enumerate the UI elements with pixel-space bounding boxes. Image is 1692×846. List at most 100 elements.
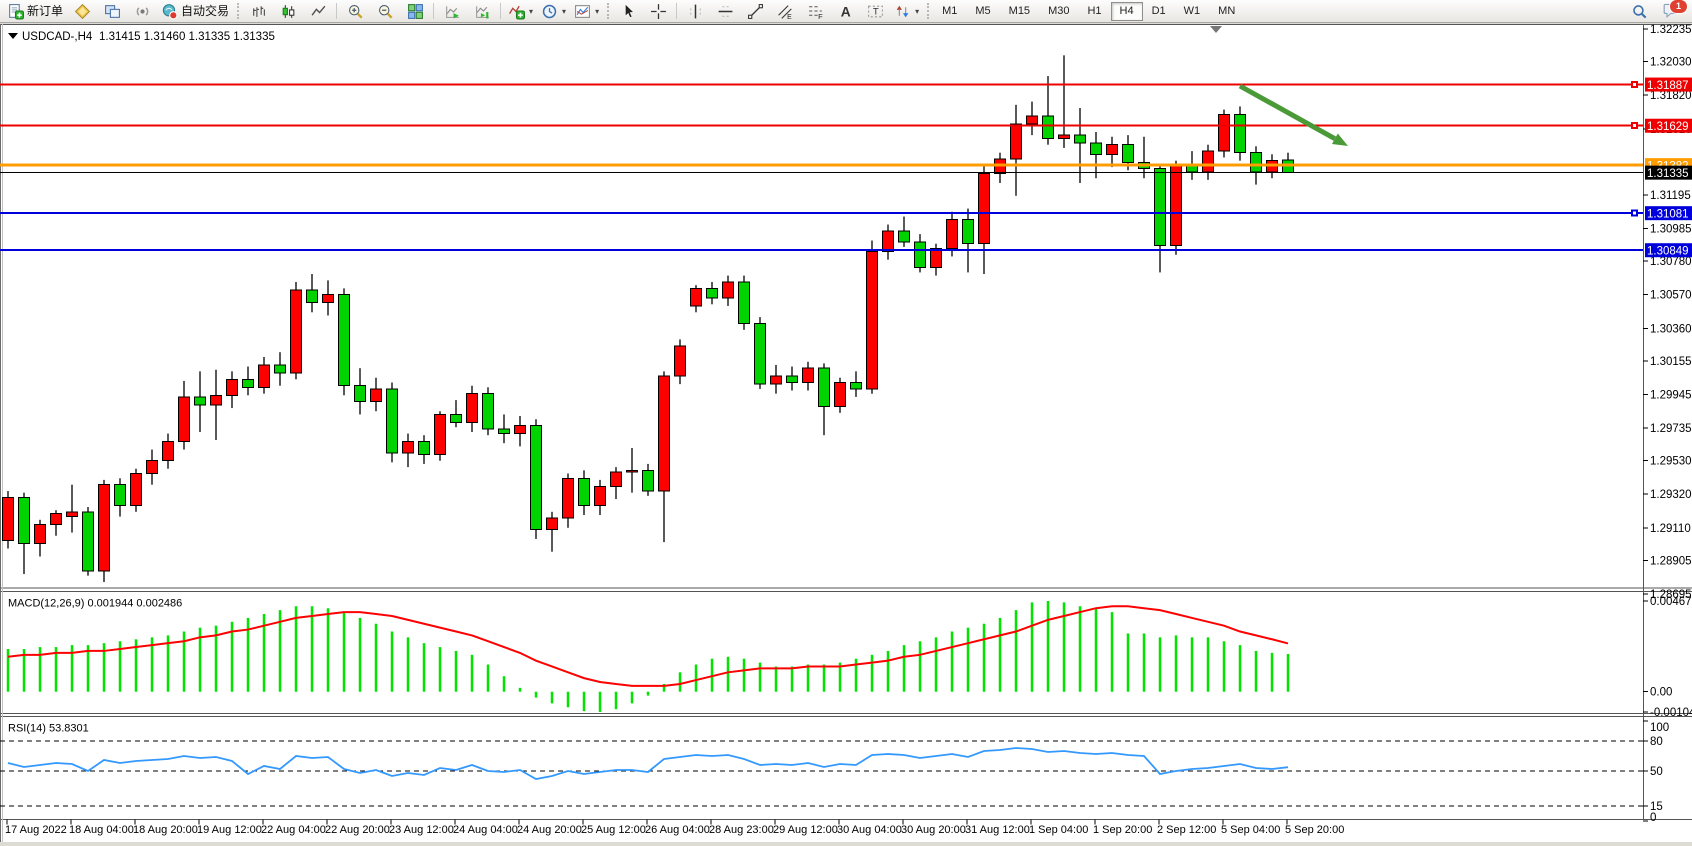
price-tick-label: 1.30360 <box>1650 323 1692 335</box>
equidistant-channel-button[interactable]: E <box>770 1 800 22</box>
candle <box>82 511 94 572</box>
chevron-down-icon[interactable]: ▾ <box>529 6 534 16</box>
chevron-down-icon[interactable]: ▾ <box>595 6 600 16</box>
chevron-down-icon[interactable]: ▾ <box>562 6 567 16</box>
text-icon: A <box>837 3 854 20</box>
candle <box>146 460 158 474</box>
vertical-line-icon <box>687 3 704 20</box>
time-tick-label: 2 Sep 12:00 <box>1157 824 1216 836</box>
svg-text:F: F <box>818 11 823 19</box>
timeframe-button-h4[interactable]: H4 <box>1110 1 1143 21</box>
price-tick-label: 1.31195 <box>1650 190 1691 202</box>
candle <box>674 345 686 377</box>
periods-button[interactable]: ▾ <box>537 1 570 22</box>
trend-line-button[interactable] <box>740 1 770 22</box>
horizontal-line-button[interactable] <box>710 1 740 22</box>
timeframe-toolbar: M1 M5 M15 M30 H1 H4 D1 W1 MN <box>933 1 1244 21</box>
bar-chart-icon <box>250 3 267 20</box>
level-price-label: 1.31887 <box>1647 80 1689 92</box>
rsi-panel[interactable] <box>0 740 1643 807</box>
time-axis[interactable]: 17 Aug 2022 18 Aug 04:00 18 Aug 20:00 19 Au… <box>5 819 1344 837</box>
candle <box>498 428 510 435</box>
time-tick-label: 24 Aug 04:00 <box>453 824 518 836</box>
timeframe-button-d1[interactable]: D1 <box>1151 4 1166 17</box>
candle <box>978 172 990 245</box>
timeframe-button-mn[interactable]: MN <box>1218 4 1236 17</box>
toolbar-right: 1 <box>1624 0 1692 22</box>
autotrading-button[interactable]: 自动交易 <box>157 1 233 22</box>
timeframe-button-m1[interactable]: M1 <box>942 4 958 17</box>
candle <box>546 517 558 530</box>
candle <box>34 524 46 545</box>
notification-badge[interactable]: 1 <box>1669 0 1688 14</box>
macd-axis-label: 0.00 <box>1650 687 1672 699</box>
templates-button[interactable]: ▾ <box>570 1 603 22</box>
timeframe-button-w1[interactable]: W1 <box>1183 4 1201 17</box>
candlestick-series[interactable] <box>2 55 1294 583</box>
crosshair-button[interactable] <box>643 1 673 22</box>
chat-icon[interactable]: 1 <box>1662 0 1688 21</box>
timeframe-button-m15[interactable]: M15 <box>1008 4 1031 17</box>
timeframe-button-m5[interactable]: M5 <box>975 4 991 17</box>
candle <box>610 471 622 487</box>
macd-panel[interactable] <box>6 601 1290 712</box>
candlestick-chart-button[interactable] <box>273 1 303 22</box>
horizontal-line-icon <box>717 3 734 20</box>
candle <box>178 396 190 443</box>
candle <box>306 289 318 304</box>
chart-windows-button[interactable] <box>97 1 127 22</box>
chart-title-ohlc: 1.31415 1.31460 1.31335 1.31335 <box>99 31 275 43</box>
chart-labels: USDCAD-,H4 1.31415 1.31460 1.31335 1.3133… <box>8 31 275 735</box>
rsi-axis-label: 15 <box>1650 801 1663 813</box>
search-icon[interactable] <box>1624 1 1654 22</box>
candle <box>1170 164 1182 246</box>
rsi-axis-label: 80 <box>1650 736 1663 748</box>
fibonacci-button[interactable]: F <box>800 1 830 22</box>
candle <box>1250 152 1262 173</box>
usdcad-h4-chart[interactable]: 1.322351.320301.318201.316101.311951.309… <box>0 24 1692 842</box>
cursor-button[interactable] <box>613 1 643 22</box>
text-button[interactable]: A <box>830 1 860 22</box>
candle <box>882 230 894 253</box>
bar-chart-button[interactable] <box>243 1 273 22</box>
price-axis[interactable]: 1.322351.320301.318201.316101.311951.309… <box>1643 24 1692 824</box>
timeframe-button-m30[interactable]: M30 <box>1048 4 1070 17</box>
candle <box>1122 144 1134 163</box>
candle <box>450 413 462 423</box>
line-chart-button[interactable] <box>303 1 333 22</box>
new-order-button[interactable]: 新订单 <box>3 1 67 22</box>
zoom-in-button[interactable] <box>340 1 370 22</box>
chart-shift-button[interactable] <box>467 1 497 22</box>
tile-windows-button[interactable] <box>400 1 430 22</box>
level-price-label-bg <box>1645 77 1692 92</box>
candle <box>482 393 494 430</box>
metaeditor-button[interactable] <box>67 1 97 22</box>
arrows-button[interactable]: ▾ <box>890 1 923 22</box>
candle <box>850 382 862 390</box>
rsi-axis-label: 100 <box>1650 722 1669 734</box>
vertical-line-button[interactable] <box>680 1 710 22</box>
chart-shift-marker[interactable] <box>1210 26 1222 33</box>
indicators-button[interactable]: ▾ <box>504 1 537 22</box>
auto-scroll-button[interactable] <box>437 1 467 22</box>
candle <box>946 219 958 249</box>
time-tick-label: 29 Aug 12:00 <box>773 824 838 836</box>
candle <box>706 287 718 299</box>
horizontal-level-lines[interactable] <box>0 81 1643 252</box>
signal-button[interactable] <box>127 1 157 22</box>
time-tick-label: 5 Sep 20:00 <box>1285 824 1344 836</box>
level-price-label-bg <box>1645 206 1692 221</box>
chart-window[interactable]: 1.322351.320301.318201.316101.311951.309… <box>0 24 1692 842</box>
chevron-down-icon[interactable]: ▾ <box>915 6 920 16</box>
text-label-button[interactable]: T <box>860 1 890 22</box>
toolbar-separator <box>336 3 338 19</box>
indicators-icon <box>508 3 526 20</box>
candle <box>98 484 110 572</box>
candle <box>114 484 126 506</box>
symbol-dropdown-icon[interactable] <box>8 33 18 39</box>
zoom-out-button[interactable] <box>370 1 400 22</box>
trend-arrow-annotation[interactable] <box>1238 83 1348 146</box>
candle <box>1090 142 1102 155</box>
timeframe-button-h1[interactable]: H1 <box>1087 4 1102 17</box>
